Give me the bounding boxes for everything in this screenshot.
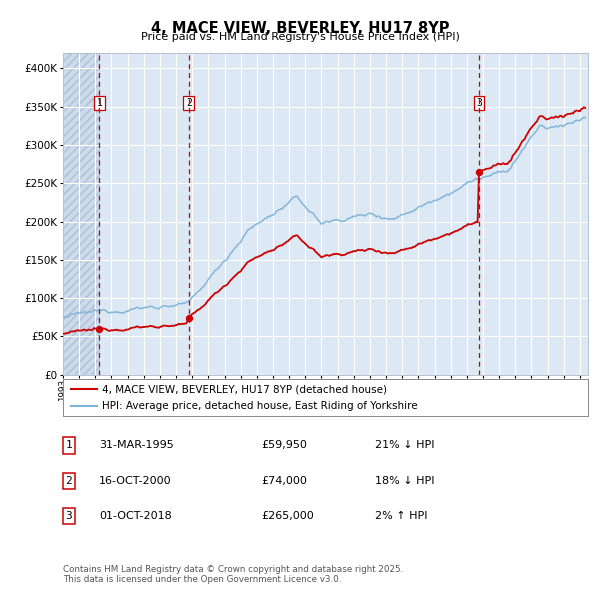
Point xyxy=(184,313,194,323)
Bar xyxy=(63,53,100,375)
Text: 01-OCT-2018: 01-OCT-2018 xyxy=(99,512,172,521)
Text: 4, MACE VIEW, BEVERLEY, HU17 8YP (detached house): 4, MACE VIEW, BEVERLEY, HU17 8YP (detach… xyxy=(103,384,388,394)
Bar xyxy=(63,53,100,375)
Text: Price paid vs. HM Land Registry's House Price Index (HPI): Price paid vs. HM Land Registry's House … xyxy=(140,32,460,42)
Text: £59,950: £59,950 xyxy=(261,441,307,450)
Text: 2: 2 xyxy=(65,476,73,486)
Text: 1: 1 xyxy=(65,441,73,450)
Point xyxy=(95,324,104,333)
Text: £265,000: £265,000 xyxy=(261,512,314,521)
Text: 3: 3 xyxy=(65,512,73,521)
Text: 31-MAR-1995: 31-MAR-1995 xyxy=(99,441,174,450)
Text: 1: 1 xyxy=(97,98,102,108)
Point xyxy=(474,167,484,176)
Text: 2% ↑ HPI: 2% ↑ HPI xyxy=(375,512,427,521)
Text: Contains HM Land Registry data © Crown copyright and database right 2025.
This d: Contains HM Land Registry data © Crown c… xyxy=(63,565,403,584)
Text: £74,000: £74,000 xyxy=(261,476,307,486)
Text: 21% ↓ HPI: 21% ↓ HPI xyxy=(375,441,434,450)
Text: HPI: Average price, detached house, East Riding of Yorkshire: HPI: Average price, detached house, East… xyxy=(103,401,418,411)
Text: 16-OCT-2000: 16-OCT-2000 xyxy=(99,476,172,486)
Text: 3: 3 xyxy=(476,98,482,108)
Text: 4, MACE VIEW, BEVERLEY, HU17 8YP: 4, MACE VIEW, BEVERLEY, HU17 8YP xyxy=(151,21,449,35)
Text: 18% ↓ HPI: 18% ↓ HPI xyxy=(375,476,434,486)
Text: 2: 2 xyxy=(186,98,192,108)
